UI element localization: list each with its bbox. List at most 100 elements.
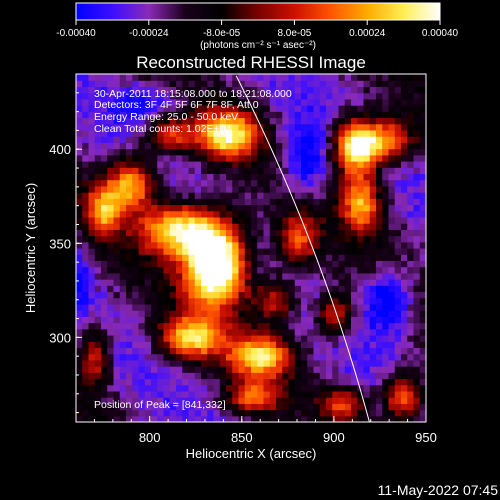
heatmap-cell [138, 415, 146, 422]
heatmap-cell [157, 409, 165, 417]
heatmap-cell [401, 397, 408, 404]
heatmap-cell [257, 272, 265, 280]
heatmap-cell [257, 216, 265, 224]
heatmap-cell [188, 192, 196, 199]
heatmap-cell [369, 129, 377, 137]
heatmap-cell [94, 378, 102, 386]
heatmap-cell [126, 192, 133, 199]
heatmap-cell [113, 204, 121, 212]
heatmap-cell [151, 185, 158, 193]
heatmap-cell [263, 241, 271, 249]
heatmap-cell [151, 266, 158, 274]
heatmap-cell [382, 167, 390, 175]
heatmap-cell [344, 291, 352, 299]
heatmap-cell [76, 210, 83, 218]
heatmap-cell [138, 390, 146, 398]
heatmap-cell [376, 341, 383, 349]
heatmap-cell [401, 291, 408, 299]
heatmap-cell [301, 372, 308, 380]
heatmap-cell [88, 216, 96, 224]
heatmap-cell [94, 173, 102, 181]
heatmap-cell [82, 86, 90, 94]
heatmap-cell [307, 111, 315, 119]
heatmap-cell [338, 80, 346, 88]
heatmap-cell [307, 279, 315, 286]
heatmap-cell [319, 185, 327, 193]
heatmap-cell [194, 185, 202, 193]
heatmap-cell [226, 341, 233, 349]
heatmap-cell [282, 235, 290, 243]
heatmap-cell [301, 254, 308, 262]
heatmap-cell [338, 310, 346, 317]
heatmap-cell [263, 179, 271, 187]
heatmap-cell [394, 291, 402, 299]
heatmap-cell [263, 272, 271, 280]
heatmap-cell [88, 179, 96, 187]
heatmap-cell [326, 403, 333, 411]
heatmap-cell [157, 223, 165, 230]
heatmap-cell [363, 297, 371, 305]
heatmap-cell [107, 204, 115, 212]
heatmap-cell [107, 248, 115, 255]
heatmap-cell [132, 303, 140, 311]
heatmap-cell [338, 117, 346, 125]
heatmap-cell [394, 366, 402, 373]
heatmap-cell [282, 378, 290, 386]
heatmap-cell [176, 185, 183, 193]
heatmap-cell [119, 285, 127, 293]
heatmap-cell [82, 235, 90, 243]
heatmap-cell [313, 310, 321, 317]
heatmap-cell [419, 359, 426, 367]
heatmap-cell [326, 229, 333, 237]
heatmap-cell [144, 173, 152, 181]
heatmap-cell [188, 235, 196, 243]
heatmap-cell [251, 142, 258, 150]
heatmap-cell [113, 272, 121, 280]
heatmap-cell [257, 322, 265, 330]
heatmap-cell [138, 384, 146, 392]
heatmap-cell [263, 80, 271, 88]
heatmap-cell [407, 353, 415, 361]
heatmap-cell [163, 74, 171, 81]
heatmap-cell [319, 285, 327, 293]
heatmap-cell [419, 123, 426, 131]
heatmap-cell [407, 285, 415, 293]
heatmap-cell [301, 366, 308, 373]
heatmap-cell [301, 279, 308, 286]
heatmap-cell [294, 179, 302, 187]
heatmap-cell [294, 285, 302, 293]
heatmap-cell [413, 154, 421, 162]
heatmap-cell [288, 303, 296, 311]
heatmap-cell [332, 341, 340, 349]
heatmap-cell [169, 254, 177, 262]
heatmap-cell [144, 291, 152, 299]
heatmap-cell [76, 303, 83, 311]
heatmap-cell [313, 192, 321, 199]
heatmap-cell [369, 378, 377, 386]
heatmap-cell [188, 322, 196, 330]
heatmap-cell [113, 148, 121, 156]
heatmap-cell [407, 210, 415, 218]
heatmap-cell [144, 415, 152, 422]
heatmap-cell [263, 117, 271, 125]
heatmap-cell [251, 272, 258, 280]
heatmap-cell [351, 248, 358, 255]
heatmap-cell [276, 123, 283, 131]
heatmap-cell [332, 403, 340, 411]
heatmap-cell [382, 204, 390, 212]
heatmap-cell [294, 129, 302, 137]
heatmap-cell [332, 359, 340, 367]
heatmap-cell [226, 192, 233, 199]
heatmap-cell [76, 105, 83, 112]
heatmap-cell [388, 204, 396, 212]
heatmap-cell [157, 185, 165, 193]
heatmap-cell [219, 415, 227, 422]
heatmap-cell [419, 210, 426, 218]
heatmap-cell [388, 105, 396, 112]
heatmap-cell [369, 279, 377, 286]
heatmap-cell [107, 372, 115, 380]
heatmap-cell [357, 216, 365, 224]
heatmap-cell [176, 390, 183, 398]
heatmap-cell [351, 303, 358, 311]
heatmap-cell [113, 235, 121, 243]
